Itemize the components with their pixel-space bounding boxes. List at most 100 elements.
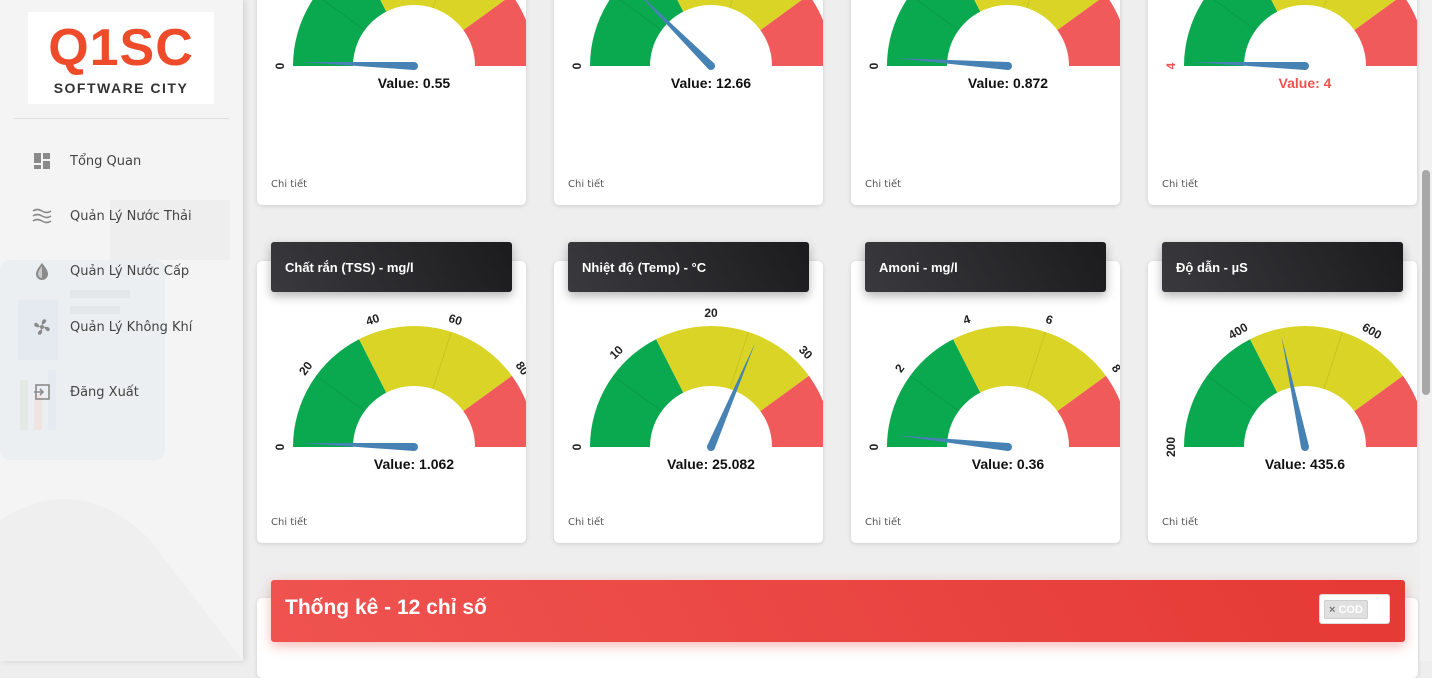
gauge-needle-hub <box>707 62 715 70</box>
gauge-grid-line <box>315 375 365 412</box>
gauge-band-green <box>887 0 981 66</box>
gauge-tick-label: 60 <box>447 311 464 329</box>
sidebar-item-label: Quản Lý Nước Cấp <box>70 263 190 279</box>
gauge-value: Value: 0.872 <box>968 75 1048 91</box>
detail-link[interactable]: Chi tiết <box>568 179 605 190</box>
gauge-band-red <box>1354 375 1417 447</box>
gauge-chart: 200400600800Value: 435.6 <box>1164 320 1417 472</box>
gauge-band-yellow <box>380 0 505 31</box>
detail-link[interactable]: Chi tiết <box>271 517 308 528</box>
gauge-band-red <box>760 375 823 447</box>
gauge-needle-hub <box>1301 62 1309 70</box>
gauge-grid-line <box>1206 375 1256 412</box>
gauge-grid-line <box>612 375 662 412</box>
gauge-title: Amoni - mg/l <box>865 242 1106 292</box>
stats-title: Thống kê - 12 chỉ số <box>285 596 487 619</box>
detail-link[interactable]: Chi tiết <box>865 517 902 528</box>
gauge-tick-label: 20 <box>296 359 315 378</box>
gauge-band-green <box>590 339 684 447</box>
gauge-needle <box>301 62 415 70</box>
gauge-needle <box>895 435 1009 451</box>
indicator-select[interactable]: × COD <box>1319 594 1390 624</box>
gauge-value: Value: 12.66 <box>671 75 751 91</box>
gauge-tick-label: 2 <box>892 361 907 375</box>
logo-subtitle: SOFTWARE CITY <box>53 80 189 96</box>
tag-cod[interactable]: × COD <box>1324 600 1368 619</box>
sidebar-divider <box>14 118 229 119</box>
gauge-band-red <box>463 0 526 66</box>
gauge-band-yellow <box>953 326 1106 412</box>
gauge-tick-label: 4 <box>1164 62 1178 69</box>
gauge-tick-label: 30 <box>796 343 816 363</box>
sidebar-item-label: Tổng Quan <box>70 153 142 169</box>
logo-mark: Q1SC <box>48 19 194 77</box>
gauge-title: Nhiệt độ (Temp) - °C <box>568 242 809 292</box>
gauge-grid-line <box>1323 331 1343 390</box>
gauge-chart: 020406080100Value: 1.062 <box>273 311 526 472</box>
gauge-tick-label: 40 <box>364 311 381 329</box>
gauge-tick-label: 80 <box>513 359 526 378</box>
tag-label: COD <box>1338 603 1363 616</box>
gauge-needle <box>1192 62 1306 70</box>
gauge-tick-label: 0 <box>570 62 584 69</box>
sidebar-item-quan-ly-nuoc-cap[interactable]: Quản Lý Nước Cấp <box>0 251 243 291</box>
gauge-tick-label: 0 <box>867 62 881 69</box>
gauge-tick-label: 400 <box>1226 320 1251 342</box>
sidebar-item-dang-xuat[interactable]: Đăng Xuất <box>0 372 243 412</box>
gauge-grid-line <box>1213 0 1256 31</box>
gauge-band-green <box>293 339 387 447</box>
gauge-band-yellow <box>359 326 512 412</box>
gauge-band-yellow <box>677 0 802 31</box>
gauge-needle <box>895 58 1009 70</box>
logo[interactable]: Q1SC SOFTWARE CITY <box>28 12 214 104</box>
gauge-band-green <box>887 339 981 447</box>
gauge-needle-hub <box>707 443 715 451</box>
gauge-tick-label: 0 <box>867 443 881 450</box>
gauge-band-yellow <box>656 326 809 412</box>
gauge-needle <box>1281 336 1309 448</box>
sidebar-item-tong-quan[interactable]: Tổng Quan <box>0 141 243 181</box>
gauge-tick-label: 6 <box>1044 312 1055 327</box>
gauge-band-green <box>1184 0 1278 66</box>
gauge-chart: 0104050Value: 12.66 <box>570 0 823 91</box>
gauge-band-red <box>760 0 823 66</box>
gauge-needle-hub <box>410 62 418 70</box>
detail-link[interactable]: Chi tiết <box>271 179 308 190</box>
detail-link[interactable]: Chi tiết <box>1162 517 1199 528</box>
gauge-tick-label: 8 <box>1109 362 1120 376</box>
gauge-grid-line <box>1026 331 1046 390</box>
gauge-needle-hub <box>1301 443 1309 451</box>
dashboard-icon <box>32 151 52 171</box>
gauge-needle <box>301 443 415 451</box>
gauge-chart: 0246810Value: 0.36 <box>867 312 1120 472</box>
gauge-value: Value: 1.062 <box>374 456 454 472</box>
gauge-grid-line <box>432 331 452 390</box>
gauge-chart: 0103040Value: 0.872 <box>867 0 1120 91</box>
gauge-grid-line <box>916 0 959 31</box>
detail-link[interactable]: Chi tiết <box>1162 179 1199 190</box>
detail-link[interactable]: Chi tiết <box>865 179 902 190</box>
stats-header: Thống kê - 12 chỉ số × COD <box>271 580 1405 642</box>
gauge-band-green <box>1184 339 1278 447</box>
gauge-tick-label: 4 <box>961 312 972 327</box>
sidebar-item-quan-ly-khong-khi[interactable]: Quản Lý Không Khí <box>0 307 243 347</box>
scrollbar[interactable] <box>1420 0 1432 661</box>
gauge-tick-label: 0 <box>570 443 584 450</box>
scrollbar-thumb[interactable] <box>1422 170 1430 395</box>
gauge-value: Value: 25.082 <box>667 456 755 472</box>
gauge-grid-line <box>322 0 365 31</box>
gauge-tick-label: 20 <box>704 306 718 320</box>
remove-tag-icon[interactable]: × <box>1329 603 1336 616</box>
gauge-chart: 010203040Value: 25.082 <box>570 306 823 472</box>
detail-link[interactable]: Chi tiết <box>568 517 605 528</box>
gauge-tick-label: 600 <box>1360 320 1385 342</box>
sidebar-item-quan-ly-nuoc-thai[interactable]: Quản Lý Nước Thải <box>0 196 243 236</box>
gauge-needle-hub <box>410 443 418 451</box>
gauge-band-green <box>590 0 684 66</box>
gauge-band-red <box>1354 0 1417 66</box>
gauge-band-green <box>293 0 387 66</box>
sidebar-item-label: Đăng Xuất <box>70 384 139 400</box>
gauge-value: Value: 4 <box>1279 75 1332 91</box>
gauge-needle-hub <box>1004 443 1012 451</box>
gauge-needle <box>707 342 756 449</box>
